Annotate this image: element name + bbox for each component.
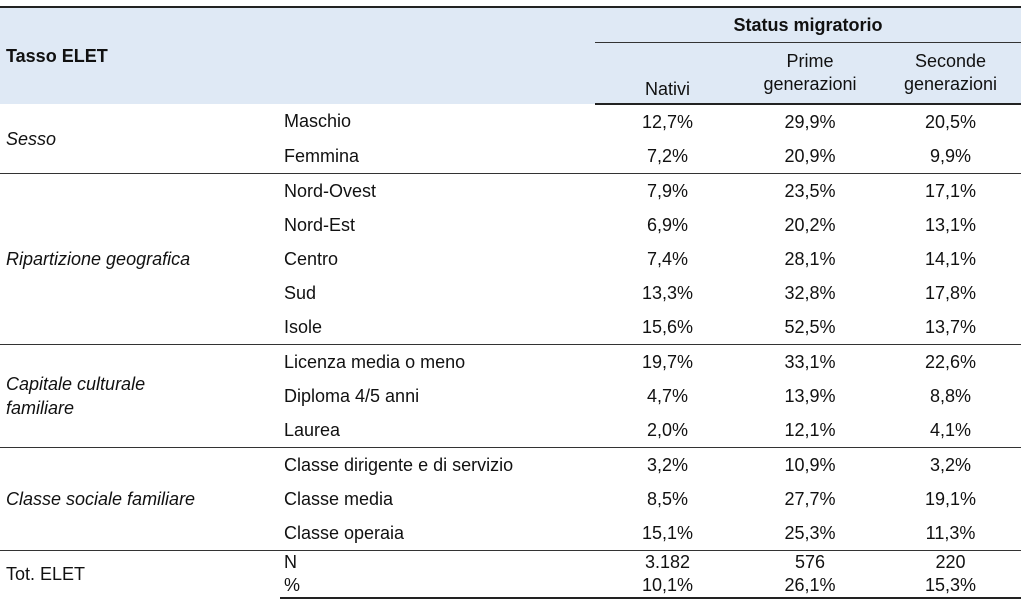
table-row: Sesso Maschio 12,7% 29,9% 20,5% [0, 104, 1021, 149]
category-cell: Nord-Est [284, 214, 356, 235]
elet-table: Tasso ELET Status migratorio Nativi Prim… [0, 6, 1022, 599]
table-row: Centro 7,4% 28,1% 14,1% [0, 242, 1021, 276]
value-seconde: 17,1% [880, 173, 1022, 208]
group-label-totale: Tot. ELET [0, 550, 280, 598]
value-nativi: 3.182 [595, 550, 740, 574]
col-header-seconde-line1: Seconde [914, 51, 987, 71]
col-header-prime-line1: Prime [786, 51, 834, 71]
category-cell: Isole [284, 316, 323, 337]
value-prime: 12,1% [784, 419, 836, 440]
tasso-elet-header: Tasso ELET [0, 6, 280, 104]
value-nativi: 10,1% [595, 574, 740, 599]
category-cell: Licenza media o meno [280, 344, 595, 379]
group-label-capitale: Capitale culturale familiare [0, 344, 280, 448]
value-prime: 20,2% [784, 214, 836, 235]
category-cell: Nord-Ovest [280, 173, 595, 208]
value-nativi: 7,4% [646, 248, 689, 269]
category-cell: Classe operaia [284, 522, 405, 543]
category-cell: Classe media [284, 488, 394, 509]
value-prime: 33,1% [740, 344, 880, 379]
value-prime: 23,5% [740, 173, 880, 208]
value-seconde: 17,8% [924, 282, 977, 303]
table-row: Laurea 2,0% 12,1% 4,1% [0, 413, 1021, 448]
category-cell: Femmina [284, 145, 360, 166]
category-cell: Maschio [284, 111, 352, 131]
group-label-capitale-line2: familiare [6, 398, 75, 418]
value-prime: 29,9% [784, 111, 836, 132]
value-seconde: 220 [880, 550, 1022, 574]
group-label-ripartizione: Ripartizione geografica [0, 173, 280, 345]
category-cell: Centro [284, 248, 339, 269]
value-nativi: 13,3% [641, 282, 694, 303]
value-seconde: 11,3% [925, 522, 976, 543]
group-label-sesso: Sesso [6, 128, 57, 149]
value-prime: 27,7% [784, 488, 836, 509]
value-nativi: 7,2% [646, 145, 689, 166]
table-row: Femmina 7,2% 20,9% 9,9% [0, 139, 1021, 174]
value-seconde: 13,1% [924, 214, 977, 235]
value-nativi: 3,2% [595, 447, 740, 482]
col-header-prime-line2: generazioni [763, 74, 857, 94]
table-row: Classe operaia 15,1% 25,3% 11,3% [0, 516, 1021, 551]
table-row: Capitale culturale familiare Licenza med… [0, 344, 1022, 448]
value-seconde: 22,6% [880, 344, 1022, 379]
value-prime: 28,1% [784, 248, 836, 269]
value-seconde: 3,2% [880, 447, 1022, 482]
category-cell: N [280, 550, 595, 574]
value-nativi: 19,7% [595, 344, 740, 379]
col-header-nativi: Nativi [595, 42, 740, 105]
value-nativi: 8,5% [646, 488, 689, 509]
value-prime: 13,9% [784, 385, 836, 406]
value-prime: 32,8% [784, 282, 836, 303]
value-nativi: 12,7% [641, 111, 694, 132]
value-nativi: 6,9% [646, 214, 689, 235]
value-seconde: 4,1% [929, 419, 972, 440]
col-header-nativi-label: Nativi [644, 79, 690, 99]
value-seconde: 20,5% [924, 111, 977, 132]
col-header-seconde-line2: generazioni [903, 74, 998, 94]
col-header-prime: Prime generazioni [740, 42, 880, 105]
value-nativi: 15,1% [641, 522, 694, 543]
value-seconde: 8,8% [929, 385, 972, 406]
value-seconde: 14,1% [924, 248, 977, 269]
table-row: Tot. ELET N 3.182 576 220 [0, 550, 1022, 598]
value-prime: 26,1% [740, 574, 880, 599]
col-header-seconde: Seconde generazioni [880, 42, 1022, 105]
status-migratorio-header: Status migratorio [595, 6, 1022, 43]
category-cell: % [280, 574, 595, 599]
group-label-capitale-line1: Capitale culturale [6, 374, 146, 394]
table-row: Isole 15,6% 52,5% 13,7% [0, 310, 1021, 345]
category-header-empty [280, 6, 595, 104]
value-seconde: 13,7% [924, 316, 977, 337]
value-prime: 52,5% [784, 316, 836, 337]
value-nativi: 2,0% [646, 419, 689, 440]
category-cell: Sud [284, 282, 317, 303]
value-prime: 20,9% [784, 145, 836, 166]
table-row: % 10,1% 26,1% 15,3% [0, 574, 1022, 599]
header-row-top: Tasso ELET Status migratorio [0, 6, 1022, 104]
header-row-bottom: Nativi Prime generazioni Seconde generaz… [0, 42, 1022, 105]
table-row: Classe media 8,5% 27,7% 19,1% [0, 482, 1021, 516]
category-cell: Classe dirigente e di servizio [280, 447, 595, 482]
value-nativi: 15,6% [641, 316, 694, 337]
value-prime: 10,9% [740, 447, 880, 482]
value-seconde: 19,1% [924, 488, 977, 509]
value-prime: 576 [740, 550, 880, 574]
table-row: Sud 13,3% 32,8% 17,8% [0, 276, 1021, 310]
table-row: Nord-Est 6,9% 20,2% 13,1% [0, 208, 1021, 242]
table-row: Diploma 4/5 anni 4,7% 13,9% 8,8% [0, 379, 1021, 413]
group-label-classe: Classe sociale familiare [0, 447, 280, 551]
value-nativi: 7,9% [595, 173, 740, 208]
value-nativi: 4,7% [646, 385, 689, 406]
value-seconde: 9,9% [929, 145, 972, 166]
category-cell: Diploma 4/5 anni [284, 385, 420, 406]
category-cell: Laurea [284, 419, 341, 440]
value-seconde: 15,3% [880, 574, 1022, 599]
table-row: Ripartizione geografica Nord-Ovest 7,9% … [0, 173, 1022, 345]
value-prime: 25,3% [784, 522, 836, 543]
table-row: Classe sociale familiare Classe dirigent… [0, 447, 1022, 551]
